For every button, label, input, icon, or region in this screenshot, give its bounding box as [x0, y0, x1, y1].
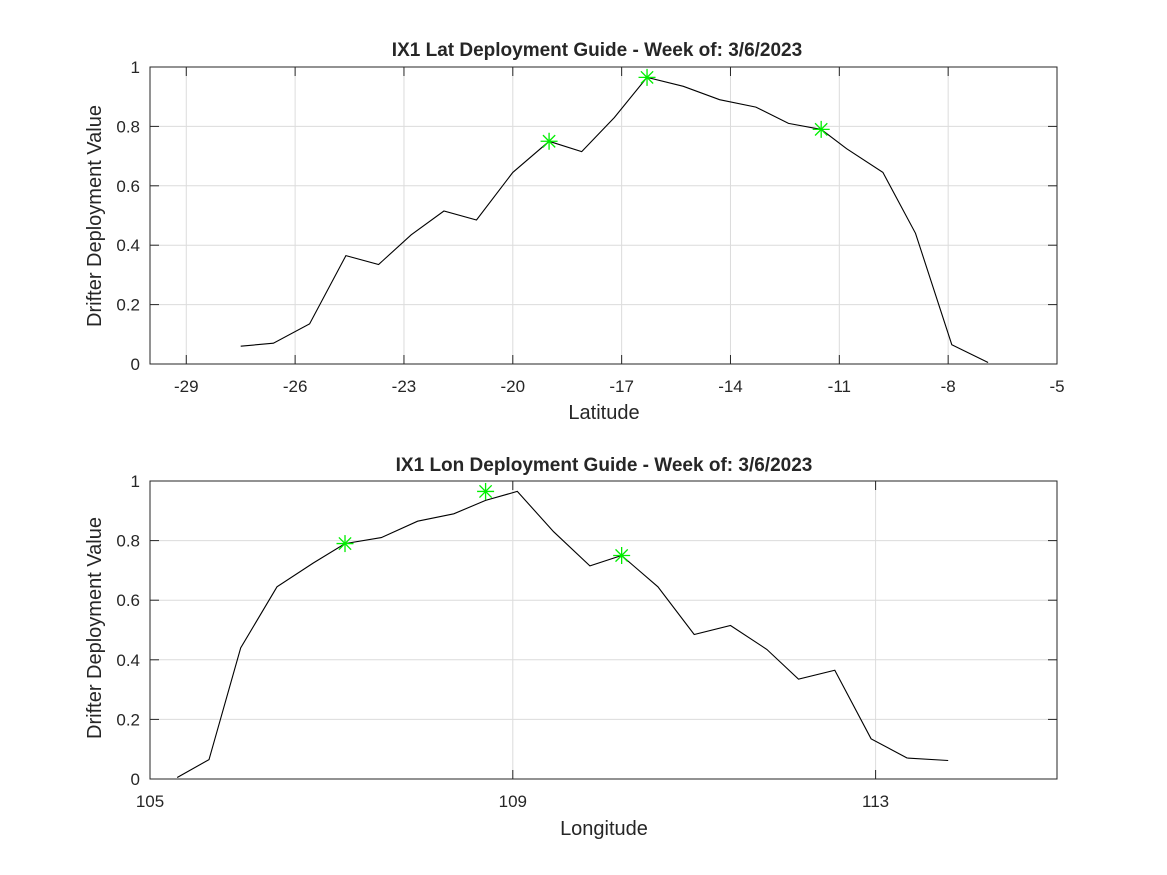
lat-x-tick-label: -26: [283, 377, 308, 396]
lon-series-tail: [907, 757, 949, 762]
lat-highlight-marker: [812, 120, 830, 138]
lat-highlight-marker: [540, 132, 558, 150]
lat-y-tick-label: 0: [131, 355, 140, 374]
lat-x-tick-label: -17: [609, 377, 634, 396]
lon-y-tick-label: 0.2: [116, 710, 140, 729]
lat-y-tick-label: 1: [131, 58, 140, 77]
lon-highlight-marker: [613, 547, 631, 564]
lon-x-axis-label: Longitude: [560, 818, 648, 840]
lon-chart: IX1 Lon Deployment Guide - Week of: 3/6/…: [84, 455, 1058, 840]
lat-chart: IX1 Lat Deployment Guide - Week of: 3/6/…: [84, 40, 1065, 424]
lat-y-tick-label: 0.2: [116, 296, 140, 315]
lat-series-line: [240, 76, 989, 363]
lat-y-tick-label: 0.8: [116, 117, 140, 136]
lon-y-tick-label: 0.4: [116, 651, 140, 670]
lat-x-tick-label: -14: [718, 377, 743, 396]
lon-highlight-marker: [336, 535, 354, 553]
lat-plot-area: [150, 67, 1057, 364]
lat-y-tick-label: 0.4: [116, 236, 140, 255]
lon-x-tick-label: 113: [862, 792, 889, 811]
lat-y-axis-label: Drifter Deployment Value: [84, 105, 106, 327]
lat-x-tick-label: -20: [501, 377, 526, 396]
lat-highlight-marker: [638, 68, 656, 86]
lat-y-tick-label: 0.6: [116, 177, 140, 196]
lon-y-tick-label: 0: [131, 770, 140, 789]
lon-axes-box: [149, 480, 1058, 780]
lat-chart-title: IX1 Lat Deployment Guide - Week of: 3/6/…: [392, 40, 802, 61]
lon-y-tick-label: 0.6: [116, 591, 140, 610]
lat-x-tick-label: -29: [174, 377, 199, 396]
lon-highlight-marker: [477, 482, 495, 500]
lat-x-tick-label: -5: [1049, 377, 1064, 396]
lon-x-tick-label: 109: [499, 792, 527, 811]
lon-y-tick-label: 0.8: [116, 532, 140, 551]
lat-x-tick-label: -11: [828, 377, 851, 396]
lon-series-line: [176, 490, 908, 778]
lon-y-tick-label: 1: [131, 472, 140, 491]
lon-chart-title: IX1 Lon Deployment Guide - Week of: 3/6/…: [396, 455, 813, 476]
lon-plot-area: [150, 481, 1057, 779]
lat-x-axis-label: Latitude: [568, 402, 639, 424]
lat-x-tick-label: -8: [941, 377, 956, 396]
lat-x-tick-label: -23: [392, 377, 417, 396]
lon-x-tick-label: 105: [136, 792, 164, 811]
lat-axes-box: [149, 66, 1058, 365]
lon-y-axis-label: Drifter Deployment Value: [84, 517, 106, 739]
